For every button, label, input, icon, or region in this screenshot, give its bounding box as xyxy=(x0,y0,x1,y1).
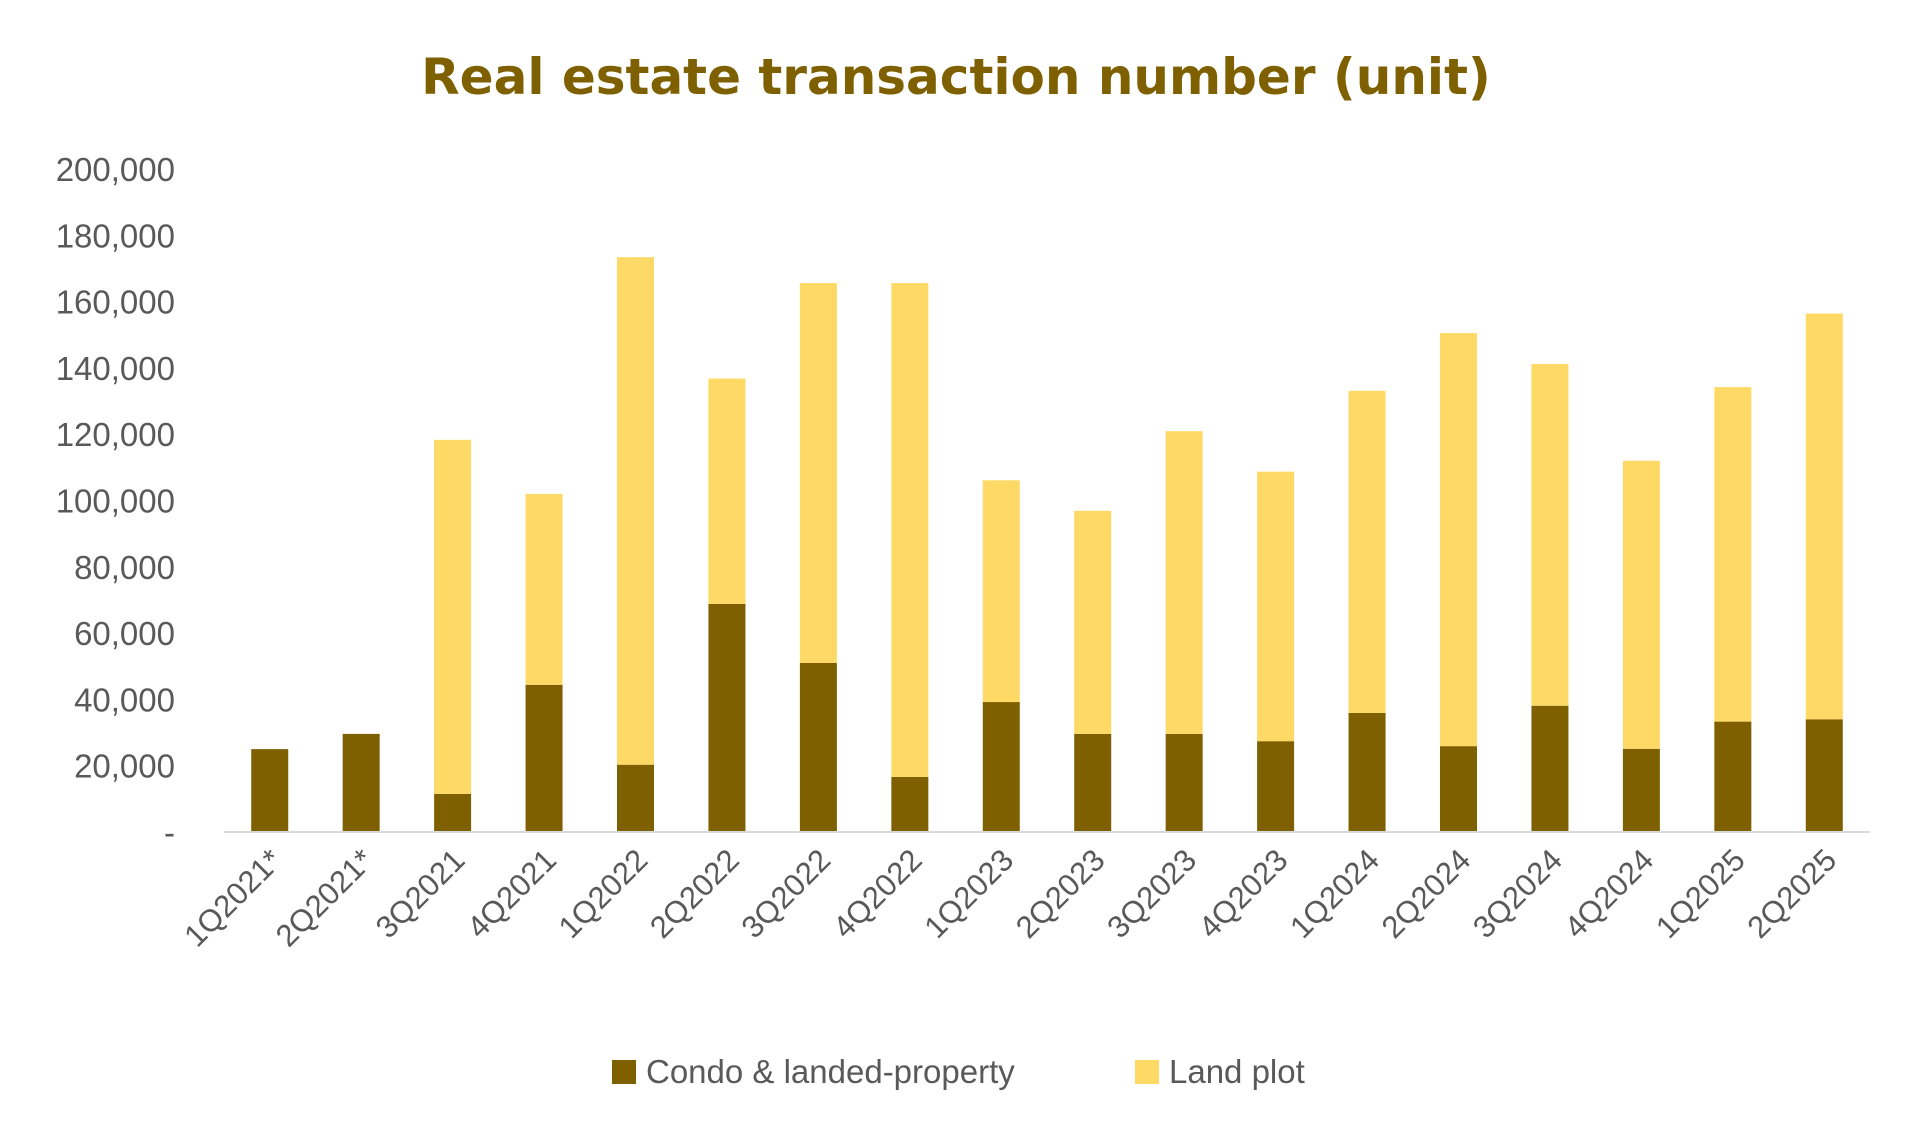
legend: Condo & landed-property Land plot xyxy=(612,1053,1305,1090)
y-tick-label: 80,000 xyxy=(74,549,175,586)
legend-swatch-condo xyxy=(612,1060,636,1084)
y-tick-label: 200,000 xyxy=(56,151,175,188)
y-tick-label: 180,000 xyxy=(56,217,175,254)
bar-condo-2q2024 xyxy=(1440,746,1477,832)
x-tick-label: 3Q2024 xyxy=(1466,842,1569,945)
y-tick-label: - xyxy=(164,814,175,851)
bars xyxy=(251,257,1843,832)
bar-condo-2q2025 xyxy=(1805,719,1843,832)
x-tick-label: 1Q2022 xyxy=(552,842,655,945)
x-tick-label: 2Q2024 xyxy=(1375,842,1478,945)
bar-land-plot-1q2023 xyxy=(982,480,1020,703)
chart-title: Real estate transaction number (unit) xyxy=(421,48,1491,106)
legend-swatch-land-plot xyxy=(1135,1060,1159,1084)
bar-land-plot-3q2023 xyxy=(1165,431,1203,734)
y-tick-label: 160,000 xyxy=(56,284,175,321)
x-axis: 1Q2021*2Q2021*3Q20214Q20211Q20222Q20223Q… xyxy=(177,842,1843,953)
y-tick-label: 120,000 xyxy=(56,416,175,453)
y-tick-label: 40,000 xyxy=(74,681,175,718)
x-tick-label: 2Q2025 xyxy=(1740,842,1843,945)
x-tick-label: 4Q2021 xyxy=(460,842,563,945)
bar-land-plot-1q2025 xyxy=(1714,387,1752,722)
bar-condo-1q2022 xyxy=(617,764,654,832)
x-tick-label: 1Q2021* xyxy=(177,842,288,953)
legend-label-condo: Condo & landed-property xyxy=(646,1053,1015,1090)
bar-land-plot-4q2023 xyxy=(1257,471,1295,742)
bar-land-plot-1q2022 xyxy=(617,257,654,765)
x-tick-label: 2Q2021* xyxy=(269,842,380,953)
x-tick-label: 4Q2023 xyxy=(1192,842,1295,945)
x-tick-label: 3Q2021 xyxy=(369,842,472,945)
bar-condo-1q2021 xyxy=(251,749,289,832)
y-tick-label: 20,000 xyxy=(74,748,175,785)
x-tick-label: 1Q2023 xyxy=(917,842,1020,945)
bar-land-plot-3q2024 xyxy=(1531,363,1569,706)
y-tick-label: 140,000 xyxy=(56,350,175,387)
y-tick-label: 60,000 xyxy=(74,615,175,652)
x-tick-label: 4Q2022 xyxy=(826,842,929,945)
x-tick-label: 2Q2023 xyxy=(1009,842,1112,945)
bar-land-plot-3q2021 xyxy=(434,439,472,794)
x-tick-label: 2Q2022 xyxy=(643,842,746,945)
bar-land-plot-1q2024 xyxy=(1348,390,1386,713)
bar-condo-4q2023 xyxy=(1257,741,1295,832)
bar-condo-2q2022 xyxy=(708,603,746,832)
bar-condo-4q2022 xyxy=(891,776,929,832)
bar-land-plot-2q2022 xyxy=(708,378,746,604)
bar-condo-4q2024 xyxy=(1622,748,1660,832)
bar-land-plot-2q2023 xyxy=(1074,510,1112,734)
y-tick-label: 100,000 xyxy=(56,483,175,520)
legend-label-land-plot: Land plot xyxy=(1169,1053,1305,1090)
bar-land-plot-3q2022 xyxy=(799,283,837,663)
x-tick-label: 1Q2024 xyxy=(1283,842,1386,945)
bar-condo-1q2023 xyxy=(982,702,1020,832)
x-tick-label: 3Q2022 xyxy=(735,842,838,945)
bar-condo-2q2023 xyxy=(1074,733,1112,832)
bar-condo-1q2024 xyxy=(1348,712,1386,832)
x-tick-label: 4Q2024 xyxy=(1558,842,1661,945)
y-axis: - 20,000 40,000 60,000 80,000 100,000 120,000 1… xyxy=(56,151,175,851)
bar-land-plot-2q2024 xyxy=(1440,333,1477,747)
bar-condo-3q2024 xyxy=(1531,705,1569,832)
x-tick-label: 3Q2023 xyxy=(1100,842,1203,945)
bar-condo-4q2021 xyxy=(525,684,563,832)
bar-land-plot-2q2025 xyxy=(1805,313,1843,720)
bar-land-plot-4q2022 xyxy=(891,283,929,777)
bar-condo-3q2022 xyxy=(799,662,837,832)
bar-land-plot-4q2021 xyxy=(525,493,563,685)
bar-land-plot-4q2024 xyxy=(1622,460,1660,749)
x-tick-label: 1Q2025 xyxy=(1649,842,1752,945)
bar-condo-3q2021 xyxy=(434,793,472,832)
bar-condo-2q2021 xyxy=(342,733,380,832)
bar-condo-1q2025 xyxy=(1714,721,1752,832)
bar-condo-3q2023 xyxy=(1165,733,1203,832)
